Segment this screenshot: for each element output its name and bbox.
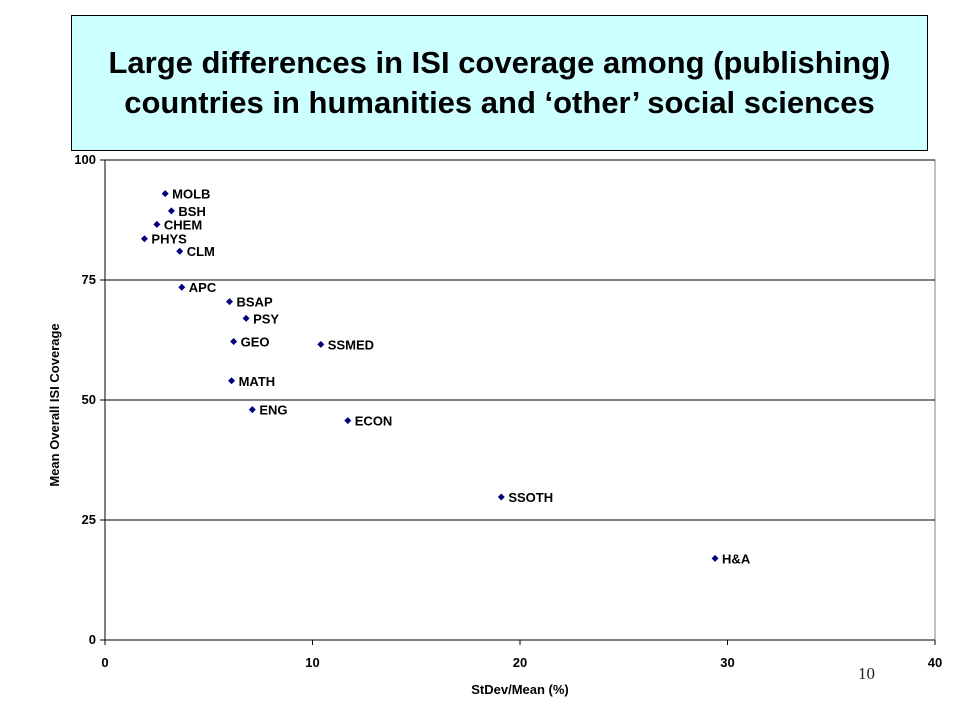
x-tick-label: 10 <box>305 655 319 670</box>
point-marker <box>153 220 161 228</box>
data-point: APC <box>178 280 217 295</box>
x-tick-label: 40 <box>928 655 942 670</box>
point-marker <box>226 298 233 306</box>
data-point: ENG <box>248 403 287 418</box>
point-marker <box>161 190 169 198</box>
data-point: SSOTH <box>497 490 553 505</box>
point-label: CHEM <box>164 217 202 232</box>
y-tick-label: 0 <box>89 632 96 647</box>
data-point: BSH <box>167 204 206 219</box>
point-marker <box>228 377 236 385</box>
point-label: APC <box>189 280 217 295</box>
point-marker <box>248 406 256 414</box>
data-point: SSMED <box>317 337 374 352</box>
point-marker <box>711 554 719 562</box>
data-point: GEO <box>230 334 270 349</box>
x-tick-label: 30 <box>720 655 734 670</box>
point-label: MOLB <box>172 187 210 202</box>
point-label: ECON <box>355 414 393 429</box>
y-tick-label: 50 <box>82 392 96 407</box>
point-label: SSOTH <box>508 490 553 505</box>
y-axis-label: Mean Overall ISI Coverage <box>47 323 62 486</box>
title-box: Large differences in ISI coverage among … <box>71 15 928 151</box>
point-marker <box>178 283 186 291</box>
data-point: ECON <box>344 414 392 429</box>
data-point: MATH <box>228 374 275 389</box>
x-axis-label: StDev/Mean (%) <box>471 682 569 697</box>
y-tick-label: 25 <box>82 512 96 527</box>
point-marker <box>344 417 352 425</box>
slide-title: Large differences in ISI coverage among … <box>108 45 891 120</box>
point-label: GEO <box>241 334 270 349</box>
point-label: PSY <box>253 311 279 326</box>
x-tick-labels: 0 10 20 30 40 <box>101 655 942 670</box>
point-marker <box>140 235 148 243</box>
axes <box>100 159 936 645</box>
point-label: BSAP <box>237 295 273 310</box>
point-marker <box>242 314 250 322</box>
point-marker <box>230 337 238 345</box>
point-label: SSMED <box>328 337 374 352</box>
data-point: CLM <box>176 244 215 259</box>
x-tick-label: 20 <box>513 655 527 670</box>
point-label: CLM <box>187 244 215 259</box>
point-label: H&A <box>722 551 751 566</box>
point-label: ENG <box>259 403 287 418</box>
x-tick-label: 0 <box>101 655 108 670</box>
point-label: MATH <box>239 374 276 389</box>
data-point: PHYS <box>140 232 187 247</box>
y-tick-labels: 0 25 50 75 100 <box>74 152 96 647</box>
data-point: CHEM <box>153 217 202 232</box>
point-marker <box>317 340 325 348</box>
point-label: PHYS <box>151 232 187 247</box>
point-marker <box>176 247 184 255</box>
point-label: BSH <box>178 204 205 219</box>
y-tick-label: 100 <box>74 152 96 167</box>
page-number: 10 <box>858 664 875 683</box>
y-tick-label: 75 <box>82 272 96 287</box>
data-point: H&A <box>711 551 751 566</box>
data-point: PSY <box>242 311 279 326</box>
data-point: BSAP <box>226 295 273 310</box>
point-marker <box>497 493 505 501</box>
gridlines <box>105 159 935 521</box>
data-point: MOLB <box>161 187 210 202</box>
point-marker <box>167 207 175 215</box>
